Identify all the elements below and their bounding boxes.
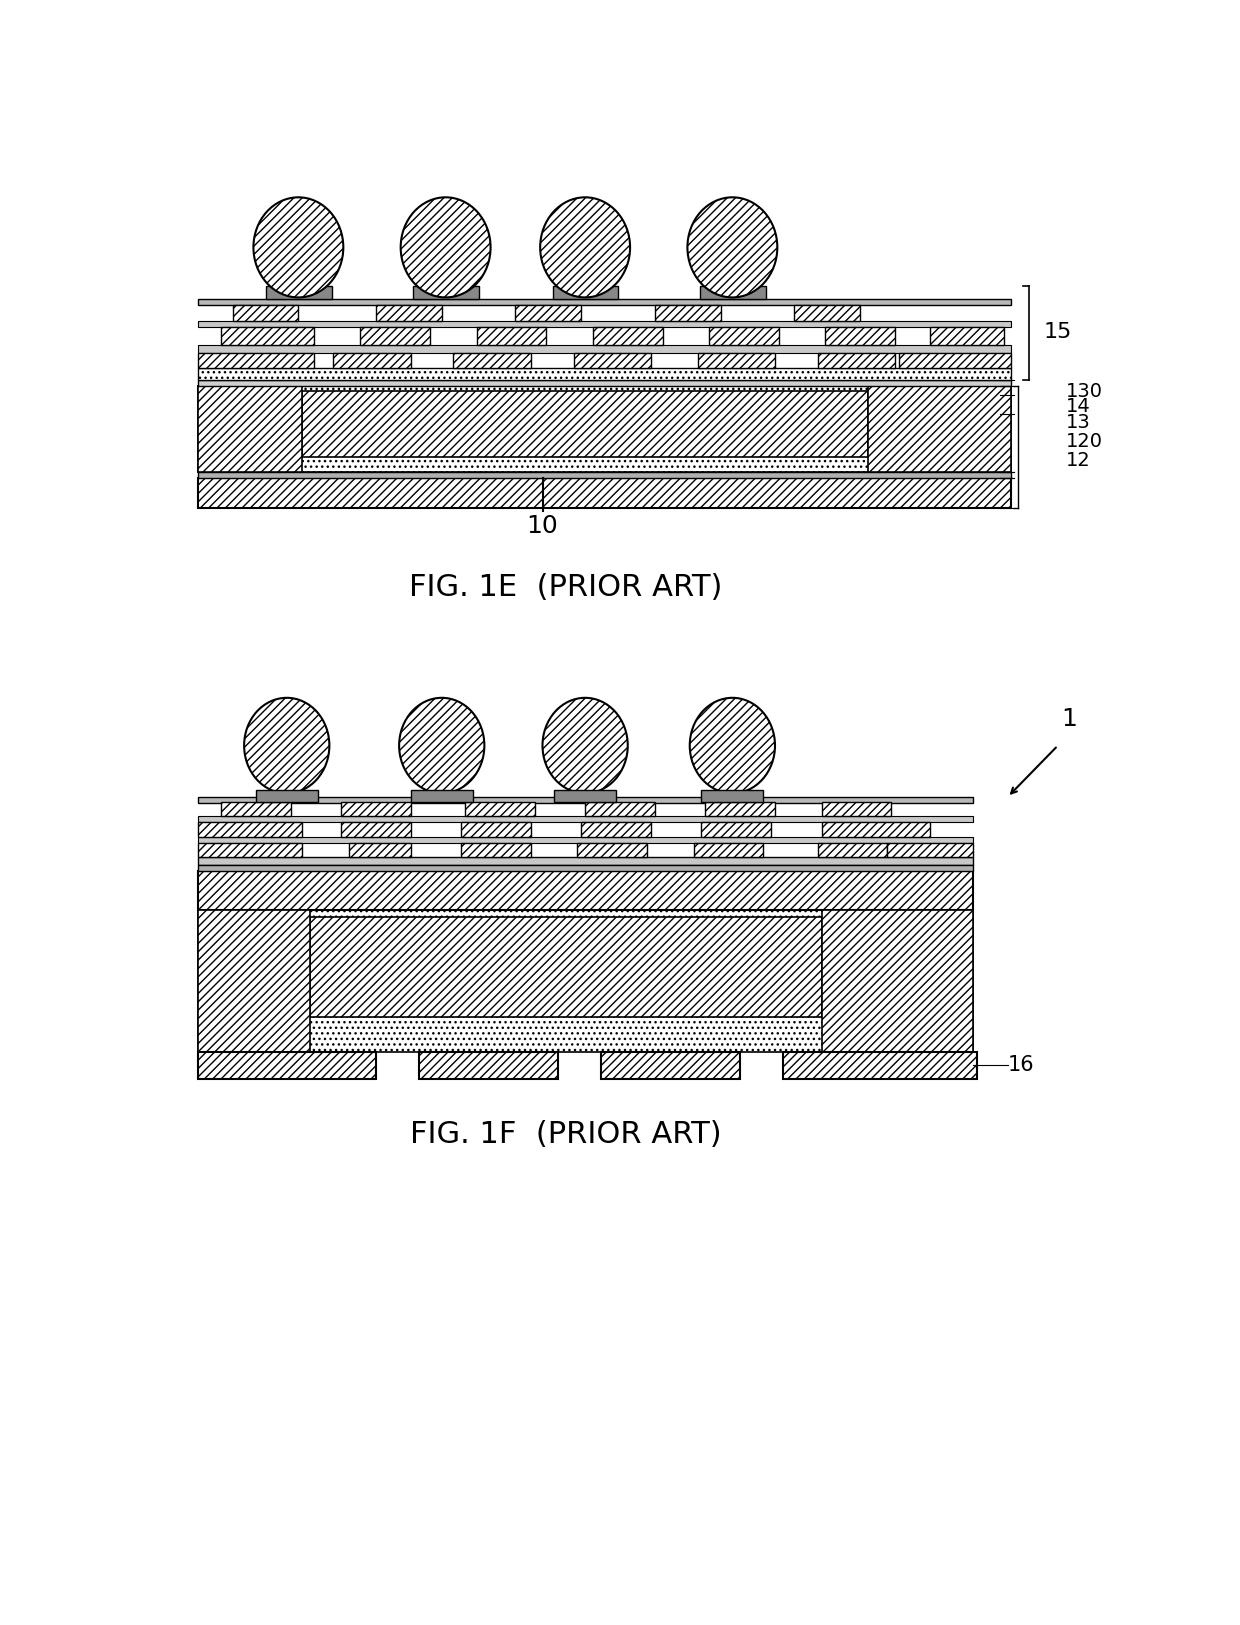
Bar bbox=[197, 864, 972, 871]
Bar bbox=[197, 871, 972, 910]
Bar bbox=[341, 822, 410, 837]
Ellipse shape bbox=[401, 197, 491, 297]
Ellipse shape bbox=[543, 697, 627, 793]
Bar bbox=[410, 790, 472, 801]
Bar bbox=[585, 801, 655, 816]
Ellipse shape bbox=[244, 697, 330, 793]
Bar bbox=[197, 344, 1012, 353]
Bar bbox=[578, 843, 647, 858]
Bar bbox=[817, 843, 888, 858]
Bar bbox=[709, 328, 779, 344]
Bar bbox=[554, 790, 616, 801]
Text: 10: 10 bbox=[527, 514, 558, 538]
Bar bbox=[310, 916, 821, 1017]
Bar bbox=[197, 837, 972, 843]
Bar bbox=[197, 858, 972, 864]
Bar bbox=[265, 286, 332, 299]
Bar bbox=[553, 286, 619, 299]
Text: 12: 12 bbox=[1065, 452, 1090, 470]
Bar bbox=[197, 798, 972, 803]
Bar bbox=[197, 473, 1012, 478]
Bar bbox=[197, 816, 972, 822]
Bar bbox=[197, 369, 1012, 380]
Bar bbox=[693, 843, 764, 858]
Bar bbox=[826, 328, 895, 344]
Bar bbox=[699, 286, 766, 299]
Text: 1: 1 bbox=[1061, 707, 1078, 731]
Text: 14: 14 bbox=[1065, 396, 1090, 416]
Ellipse shape bbox=[687, 197, 777, 297]
Bar bbox=[582, 822, 651, 837]
Text: 13: 13 bbox=[1065, 413, 1090, 432]
Bar bbox=[197, 822, 303, 837]
Bar bbox=[233, 306, 299, 320]
Bar bbox=[461, 843, 531, 858]
Bar bbox=[697, 353, 775, 369]
Bar bbox=[702, 790, 764, 801]
Bar bbox=[348, 843, 410, 858]
Bar bbox=[706, 801, 775, 816]
Bar bbox=[476, 328, 547, 344]
Bar bbox=[600, 1051, 740, 1079]
Bar bbox=[821, 801, 892, 816]
Bar bbox=[888, 843, 972, 858]
Bar bbox=[930, 328, 1003, 344]
Ellipse shape bbox=[399, 697, 485, 793]
Bar bbox=[899, 353, 1012, 369]
Bar bbox=[419, 1051, 558, 1079]
Bar bbox=[655, 306, 720, 320]
Bar bbox=[221, 328, 314, 344]
Bar bbox=[465, 801, 534, 816]
Bar bbox=[197, 843, 303, 858]
Bar bbox=[821, 910, 972, 1051]
Bar bbox=[782, 1051, 977, 1079]
Text: FIG. 1F  (PRIOR ART): FIG. 1F (PRIOR ART) bbox=[410, 1120, 722, 1149]
Text: 16: 16 bbox=[1007, 1055, 1034, 1076]
Bar bbox=[197, 910, 310, 1051]
Bar bbox=[197, 910, 972, 1051]
Ellipse shape bbox=[541, 197, 630, 297]
Bar bbox=[341, 801, 410, 816]
Bar bbox=[197, 387, 303, 473]
Bar bbox=[197, 1051, 376, 1079]
Bar bbox=[702, 822, 771, 837]
Bar bbox=[376, 306, 441, 320]
Bar bbox=[197, 380, 1012, 387]
Bar bbox=[197, 299, 1012, 306]
Bar bbox=[361, 328, 430, 344]
Bar bbox=[454, 353, 531, 369]
Bar bbox=[197, 478, 1012, 507]
Bar bbox=[255, 790, 317, 801]
Bar bbox=[868, 387, 1012, 473]
Text: 120: 120 bbox=[1065, 432, 1102, 450]
Bar bbox=[303, 392, 868, 457]
Ellipse shape bbox=[689, 697, 775, 793]
Text: 15: 15 bbox=[1044, 322, 1073, 341]
Bar bbox=[413, 286, 479, 299]
Bar bbox=[461, 822, 531, 837]
Bar bbox=[221, 801, 290, 816]
Bar bbox=[821, 822, 930, 837]
Text: FIG. 1E  (PRIOR ART): FIG. 1E (PRIOR ART) bbox=[409, 574, 723, 603]
Bar bbox=[817, 353, 895, 369]
Bar bbox=[197, 320, 1012, 328]
Bar bbox=[516, 306, 582, 320]
Text: 130: 130 bbox=[1065, 382, 1102, 401]
Bar bbox=[593, 328, 662, 344]
Bar bbox=[573, 353, 651, 369]
Bar bbox=[334, 353, 410, 369]
Bar bbox=[197, 353, 314, 369]
Bar bbox=[197, 387, 1012, 473]
Bar bbox=[795, 306, 861, 320]
Ellipse shape bbox=[253, 197, 343, 297]
